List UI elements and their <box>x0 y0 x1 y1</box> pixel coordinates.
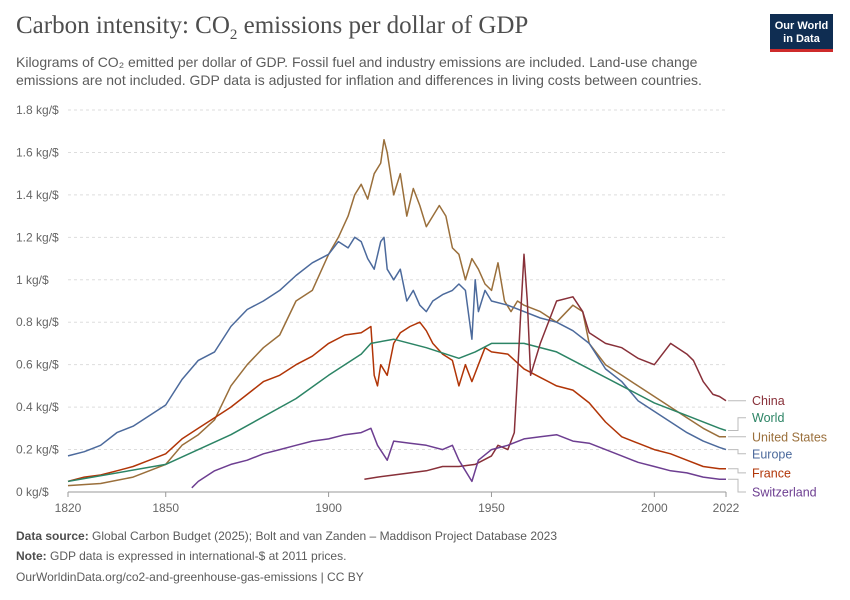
y-tick-label: 0 kg/$ <box>16 485 49 499</box>
x-tick-label: 1820 <box>55 501 82 515</box>
series-line-world[interactable] <box>67 338 727 483</box>
series-line-europe[interactable] <box>67 236 727 457</box>
x-tick-label: 2000 <box>641 501 668 515</box>
y-tick-label: 0.6 kg/$ <box>16 358 59 372</box>
legend-label-united-states[interactable]: United States <box>752 430 827 444</box>
series-line-united-states[interactable] <box>67 138 726 487</box>
legend-label-europe[interactable]: Europe <box>752 447 792 461</box>
series-line-france[interactable] <box>67 321 726 483</box>
y-tick-label: 1.4 kg/$ <box>16 188 59 202</box>
y-tick-label: 0.8 kg/$ <box>16 315 59 329</box>
y-tick-label: 1.6 kg/$ <box>16 145 59 159</box>
legend-label-france[interactable]: France <box>752 466 791 480</box>
y-tick-label: 0.4 kg/$ <box>16 400 59 414</box>
y-tick-label: 0.2 kg/$ <box>16 443 59 457</box>
y-tick-label: 1.2 kg/$ <box>16 230 59 244</box>
footer-note: Note: GDP data is expressed in internati… <box>16 549 347 563</box>
legend-connector <box>728 468 746 474</box>
legend-connector <box>728 449 746 455</box>
subtitle-line-1: Kilograms of CO₂ emitted per dollar of G… <box>16 54 698 70</box>
owid-logo[interactable]: Our World in Data <box>770 14 833 52</box>
series-line-switzerland[interactable] <box>191 427 726 489</box>
legend-label-world[interactable]: World <box>752 411 784 425</box>
x-tick-label: 1850 <box>152 501 179 515</box>
x-tick-label: 2022 <box>713 501 740 515</box>
footer-source: Data source: Global Carbon Budget (2025)… <box>16 529 558 543</box>
y-tick-label: 1.8 kg/$ <box>16 103 59 117</box>
series-line-china[interactable] <box>364 253 727 481</box>
subtitle-line-2: emissions are not included. GDP data is … <box>16 72 702 88</box>
legend-connector <box>728 478 746 493</box>
legend-label-china[interactable]: China <box>752 394 785 408</box>
y-tick-label: 1 kg/$ <box>16 273 49 287</box>
footer-url[interactable]: OurWorldinData.org/co2-and-greenhouse-ga… <box>16 570 364 584</box>
x-tick-label: 1900 <box>315 501 342 515</box>
legend-connector <box>728 417 746 431</box>
chart-title: Carbon intensity: CO2 emissions per doll… <box>16 12 529 43</box>
chart-subtitle: Kilograms of CO₂ emitted per dollar of G… <box>16 53 756 89</box>
legend-label-switzerland[interactable]: Switzerland <box>752 486 817 500</box>
x-tick-label: 1950 <box>478 501 505 515</box>
